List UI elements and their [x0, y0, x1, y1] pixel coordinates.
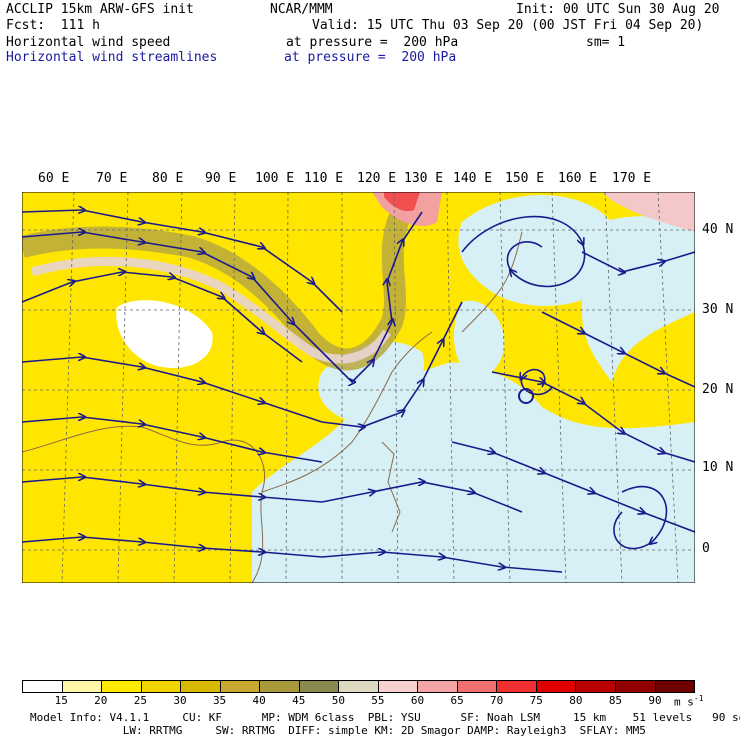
latitude-label: 10 N	[702, 460, 734, 475]
colorbar-tick-label: 75	[529, 694, 543, 707]
colorbar-swatch	[497, 681, 537, 692]
colorbar-swatch	[576, 681, 616, 692]
colorbar-swatch	[299, 681, 340, 692]
colorbar-swatch	[418, 681, 458, 692]
colorbar-swatch	[62, 681, 103, 692]
colorbar-tick-label: 45	[292, 694, 306, 707]
colorbar-swatch	[457, 681, 498, 692]
colorbar-swatch	[260, 681, 300, 692]
colorbar-tick-label: 85	[608, 694, 623, 707]
colorbar-unit: m s-1	[674, 694, 704, 709]
colorbar-tick-label: 35	[212, 694, 227, 707]
colorbar-tick-label: 50	[331, 694, 345, 707]
model-info-line1: Model Info: V4.1.1 CU: KF MP: WDM 6class…	[30, 711, 740, 724]
longitude-label: 90 E	[205, 171, 237, 186]
latitude-label: 40 N	[702, 222, 734, 237]
colorbar-swatch	[339, 681, 379, 692]
longitude-label: 120 E	[357, 171, 397, 186]
colorbar-tick-label: 65	[450, 694, 464, 707]
longitude-label: 130 E	[404, 171, 444, 186]
streamlines	[22, 210, 695, 573]
latitude-label: 30 N	[702, 302, 734, 317]
longitude-label: 110 E	[304, 171, 344, 186]
typhoon-center	[518, 388, 534, 404]
colorbar-tick-label: 60	[410, 694, 425, 707]
colorbar-tick-label: 90	[648, 694, 662, 707]
longitude-label: 70 E	[96, 171, 128, 186]
colorbar-swatch	[23, 681, 63, 692]
model-info-line2: LW: RRTMG SW: RRTMG DIFF: simple KM: 2D …	[30, 724, 646, 737]
longitude-label: 60 E	[38, 171, 70, 186]
colorbar-swatch	[181, 681, 221, 692]
colorbar-swatch	[378, 681, 419, 692]
init-time: Init: 00 UTC Sun 30 Aug 20	[516, 2, 720, 17]
colorbar-tick-label: 70	[490, 694, 504, 707]
latitude-label: 20 N	[702, 382, 734, 397]
jet-maximum	[602, 192, 695, 232]
forecast-hour: Fcst: 111 h	[6, 18, 100, 33]
smoothing-label: sm= 1	[586, 35, 626, 50]
colorbar-swatch	[141, 681, 182, 692]
org-label: NCAR/MMM	[270, 2, 333, 17]
colorbar-tick-label: 40	[252, 694, 266, 707]
field1-level: at pressure = 200 hPa	[286, 35, 459, 50]
longitude-label: 80 E	[152, 171, 184, 186]
colorbar-tick-label: 30	[173, 694, 187, 707]
colorbar-swatch	[655, 681, 695, 692]
colorbar-swatch	[220, 681, 261, 692]
jet-maximum-core	[384, 192, 420, 212]
colorbar-swatch	[615, 681, 656, 692]
colorbar-tick-label: 25	[133, 694, 147, 707]
light-wind-ocean	[453, 300, 505, 377]
longitude-label: 170 E	[612, 171, 652, 186]
colorbar	[22, 680, 695, 693]
colorbar-tick-label: 15	[54, 694, 68, 707]
colorbar-tick-label: 55	[371, 694, 385, 707]
colorbar-tick-label: 20	[94, 694, 108, 707]
colorbar-tick-label: 80	[569, 694, 583, 707]
wind-map	[22, 192, 695, 583]
field2-label: Horizontal wind streamlines	[6, 50, 218, 65]
colorbar-swatch	[536, 681, 577, 692]
longitude-label: 100 E	[255, 171, 295, 186]
model-title: ACCLIP 15km ARW-GFS init	[6, 2, 194, 17]
field1-label: Horizontal wind speed	[6, 35, 171, 50]
longitude-label: 150 E	[505, 171, 545, 186]
colorbar-swatch	[102, 681, 142, 692]
field2-level: at pressure = 200 hPa	[284, 50, 457, 65]
longitude-label: 140 E	[453, 171, 493, 186]
valid-time: Valid: 15 UTC Thu 03 Sep 20 (00 JST Fri …	[312, 18, 704, 33]
longitude-label: 160 E	[558, 171, 598, 186]
latitude-label: 0	[702, 541, 710, 556]
